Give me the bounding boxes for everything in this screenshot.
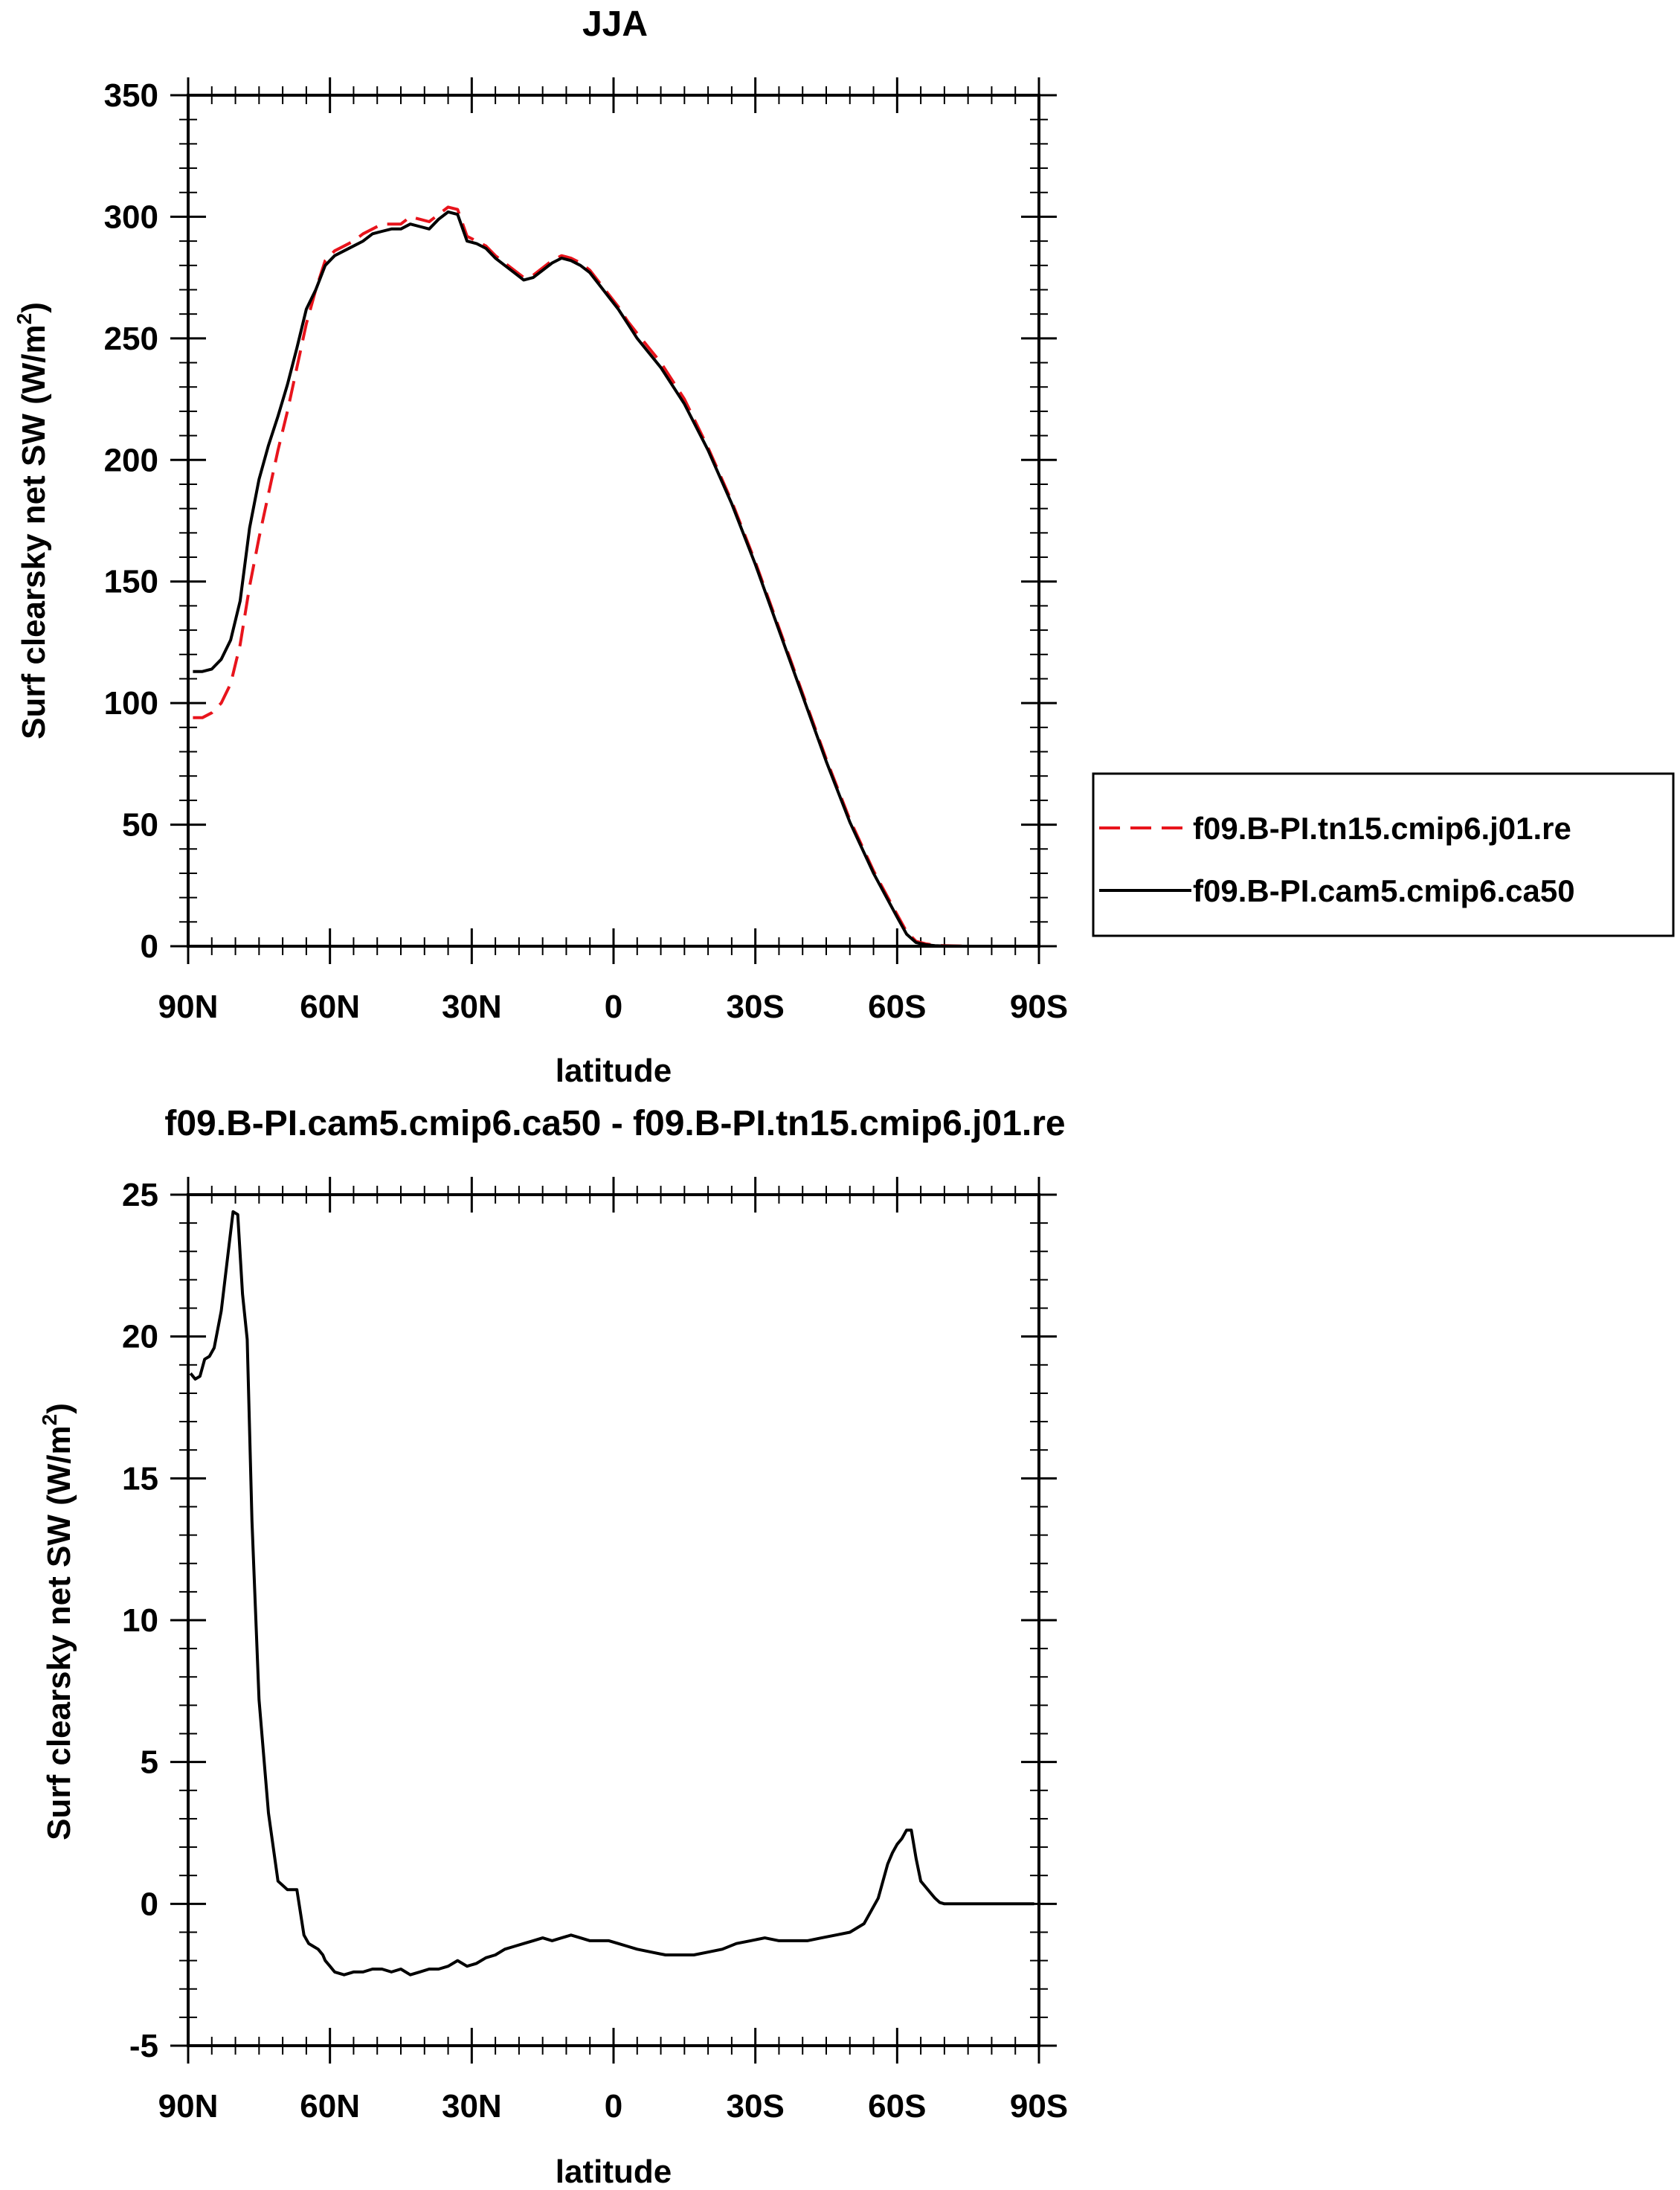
bottom-x-tick-label: 0: [605, 2088, 622, 2125]
top-panel: JJA 0 50 100 150 200 250 300 350 90N 60N 30N 0 30S 6…: [13, 4, 1068, 1089]
top-y-tick-labels: 0 50 100 150 200 250 300 350: [104, 77, 158, 965]
bottom-y-tick-label: 5: [141, 1744, 158, 1781]
bottom-x-tick-label: 30S: [727, 2088, 785, 2125]
top-axis-ticks: [170, 77, 1057, 964]
legend-label-ca50: f09.B-PI.cam5.cmip6.ca50: [1193, 873, 1575, 908]
top-x-tick-label: 30N: [442, 989, 502, 1025]
top-x-tick-label: 60S: [868, 989, 926, 1025]
bottom-panel: f09.B-PI.cam5.cmip6.ca50 - f09.B-PI.tn15…: [38, 1104, 1068, 2190]
bottom-y-tick-label: 20: [122, 1319, 158, 1355]
bottom-x-tick-labels: 90N 60N 30N 0 30S 60S 90S: [158, 2088, 1069, 2125]
top-y-axis-label-sup: 2: [13, 313, 36, 325]
bottom-series-line-difference: [189, 1210, 1034, 1977]
top-x-tick-labels: 90N 60N 30N 0 30S 60S 90S: [158, 989, 1069, 1025]
bottom-x-tick-label: 60S: [868, 2088, 926, 2125]
top-series-line-f09-b-pi-cam5-cmip6-ca50: [193, 210, 1034, 948]
bottom-y-axis-label: Surf clearsky net SW (W/m2): [38, 1403, 77, 1840]
top-y-tick-label: 250: [104, 321, 158, 357]
top-series-line-f09-b-pi-tn15-cmip6-j01-re: [193, 205, 1034, 948]
top-plot-frame: [187, 94, 1040, 948]
bottom-y-axis-label-sup: 2: [38, 1414, 61, 1426]
legend: f09.B-PI.tn15.cmip6.j01.re f09.B-PI.cam5…: [1092, 772, 1675, 937]
bottom-series-layer: [189, 1210, 1034, 1977]
top-x-tick-label: 90S: [1010, 989, 1068, 1025]
top-y-tick-label: 100: [104, 685, 158, 722]
bottom-x-tick-label: 90S: [1010, 2088, 1068, 2125]
bottom-y-tick-labels: -5 0 5 10 15 20 25: [122, 1177, 158, 2064]
top-title: JJA: [582, 4, 648, 44]
bottom-plot-frame: [187, 1193, 1040, 2047]
top-x-tick-label: 30S: [727, 989, 785, 1025]
bottom-x-tick-label: 60N: [300, 2088, 360, 2125]
bottom-x-axis-label: latitude: [556, 2154, 672, 2190]
top-y-tick-label: 350: [104, 77, 158, 114]
bottom-x-tick-label: 30N: [442, 2088, 502, 2125]
bottom-y-tick-label: 25: [122, 1177, 158, 1213]
top-x-axis-label: latitude: [556, 1053, 672, 1089]
bottom-y-tick-label: 15: [122, 1460, 158, 1497]
bottom-y-tick-label: -5: [129, 2028, 158, 2064]
top-y-tick-label: 50: [122, 807, 158, 844]
legend-frame: [1092, 772, 1675, 937]
top-y-axis-label-main: Surf clearsky net SW (W/m: [16, 324, 52, 739]
bottom-y-axis-label-close: ): [41, 1403, 77, 1414]
top-x-tick-label: 60N: [300, 989, 360, 1025]
bottom-title: f09.B-PI.cam5.cmip6.ca50 - f09.B-PI.tn15…: [164, 1104, 1065, 1143]
top-x-tick-label: 0: [605, 989, 622, 1025]
bottom-y-tick-label: 0: [141, 1886, 158, 1922]
top-y-tick-label: 150: [104, 564, 158, 600]
legend-label-tn15: f09.B-PI.tn15.cmip6.j01.re: [1193, 811, 1571, 846]
bottom-y-tick-label: 10: [122, 1602, 158, 1639]
top-x-tick-label: 90N: [158, 989, 219, 1025]
top-series-layer: [193, 205, 1034, 948]
top-y-tick-label: 200: [104, 442, 158, 478]
top-y-tick-label: 0: [141, 928, 158, 965]
top-y-tick-label: 300: [104, 199, 158, 235]
top-y-axis-label-close: ): [16, 302, 52, 313]
bottom-y-axis-label-main: Surf clearsky net SW (W/m: [41, 1425, 77, 1840]
bottom-x-tick-label: 90N: [158, 2088, 219, 2125]
top-y-axis-label: Surf clearsky net SW (W/m2): [13, 302, 52, 739]
